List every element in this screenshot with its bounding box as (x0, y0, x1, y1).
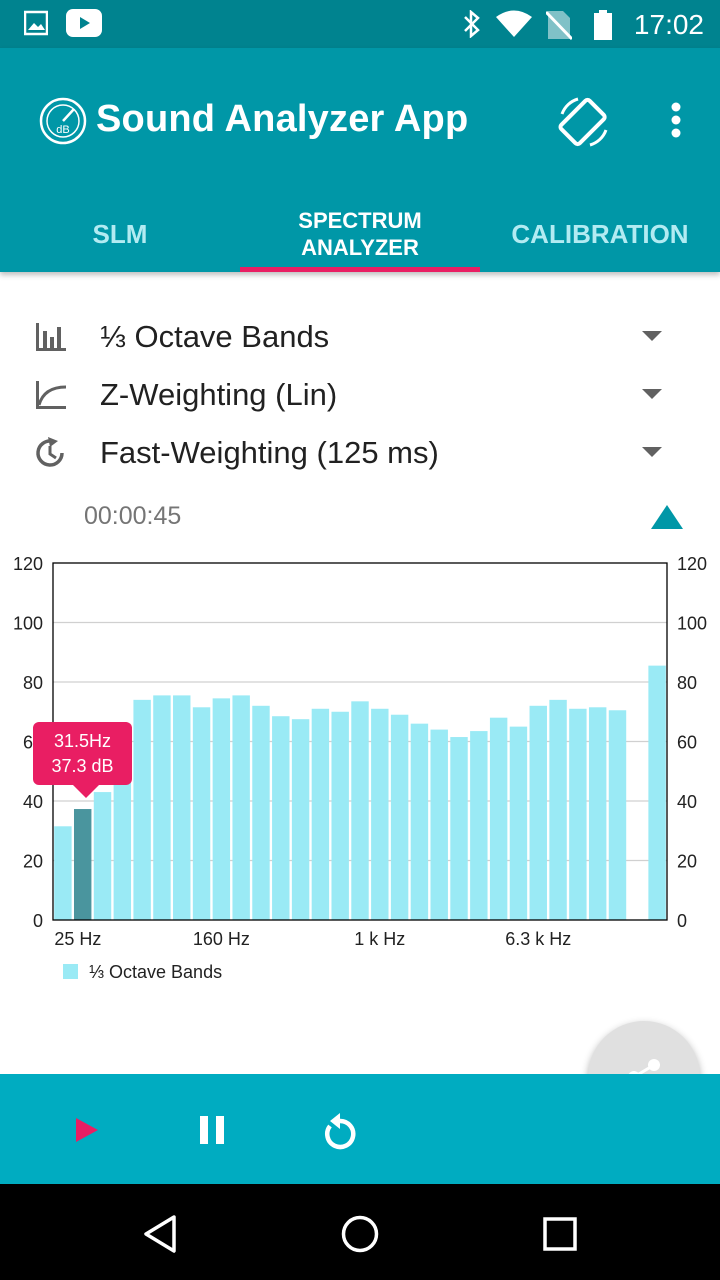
y-tick-label-right: 20 (677, 852, 697, 872)
home-icon[interactable] (340, 1214, 380, 1254)
spectrum-bar[interactable] (569, 708, 587, 920)
recents-icon[interactable] (542, 1214, 578, 1254)
x-tick-label: 25 Hz (54, 929, 101, 949)
spectrum-bar[interactable] (390, 714, 409, 920)
playback-controls (0, 1074, 720, 1184)
y-tick-label-right: 0 (677, 911, 687, 931)
spectrum-bar[interactable] (331, 711, 349, 920)
spectrum-bar[interactable] (173, 695, 191, 920)
back-icon[interactable] (140, 1214, 180, 1254)
spectrum-bar[interactable] (54, 826, 72, 920)
spectrum-bar[interactable] (153, 695, 171, 920)
app-title: Sound Analyzer App (96, 98, 469, 140)
y-tick-label-right: 80 (677, 673, 697, 693)
image-icon (24, 10, 48, 36)
y-tick-label-left: 80 (23, 673, 43, 693)
spectrum-bar[interactable] (529, 705, 547, 920)
bar-chart-icon (36, 323, 66, 351)
spectrum-bar[interactable] (371, 708, 389, 920)
frequency-weighting-label: Z-Weighting (Lin) (100, 377, 338, 412)
wifi-icon (496, 10, 532, 37)
y-tick-label-right: 60 (677, 733, 697, 753)
replay-icon[interactable] (320, 1110, 360, 1154)
y-tick-label-left: 20 (23, 852, 43, 872)
spectrum-bar[interactable] (133, 699, 151, 920)
tab-calibration[interactable]: CALIBRATION (511, 218, 689, 249)
x-tick-label: 160 Hz (193, 929, 250, 949)
battery-icon (594, 10, 612, 40)
y-tick-label-left: 40 (23, 792, 43, 812)
collapse-triangle-icon[interactable] (650, 504, 684, 530)
bar-tooltip: 31.5Hz 37.3 dB (33, 722, 132, 798)
band-label: ⅓ Octave Bands (100, 319, 330, 354)
spectrum-bar[interactable] (93, 792, 112, 920)
spectrum-bar[interactable] (588, 707, 607, 920)
y-tick-label-right: 100 (677, 614, 707, 634)
logo-text: dB (56, 124, 69, 136)
pause-icon[interactable] (196, 1110, 228, 1150)
spectrum-bar[interactable] (648, 665, 666, 920)
tooltip-frequency: 31.5Hz (53, 731, 112, 751)
more-vert-icon[interactable] (664, 102, 688, 138)
time-weighting-caret-icon[interactable] (642, 447, 662, 457)
screen-rotation-icon[interactable] (556, 94, 612, 150)
spectrum-bar[interactable] (113, 759, 132, 920)
spectrum-bar[interactable] (291, 719, 310, 920)
frequency-weighting-selector[interactable]: Z-Weighting (Lin) (0, 367, 720, 423)
spectrum-bar[interactable] (212, 698, 231, 920)
x-tick-label: 1 k Hz (354, 929, 405, 949)
spectrum-bar[interactable] (192, 707, 211, 920)
play-icon[interactable] (72, 1110, 102, 1150)
y-tick-label-left: 120 (13, 554, 43, 574)
spectrum-bar[interactable] (608, 710, 627, 920)
app-bar: dB Sound Analyzer App SLM SPECTRUM ANALY… (0, 48, 720, 272)
bluetooth-icon (464, 10, 480, 38)
clock: 17:02 (633, 9, 704, 40)
history-icon (36, 437, 64, 467)
band-selector[interactable]: ⅓ Octave Bands (0, 309, 720, 365)
spectrum-bar[interactable] (252, 705, 270, 920)
tab-spectrum-analyzer[interactable]: SPECTRUM ANALYZER (298, 208, 422, 260)
spectrum-bar[interactable] (549, 699, 567, 920)
spectrum-bar[interactable] (272, 716, 290, 920)
band-dropdown-caret-icon[interactable] (642, 331, 662, 341)
legend-swatch (63, 964, 78, 979)
time-weighting-label: Fast-Weighting (125 ms) (100, 435, 439, 470)
navigation-bar (0, 1184, 720, 1280)
frequency-weighting-caret-icon[interactable] (642, 389, 662, 399)
app-logo-icon: dB (39, 97, 87, 145)
spectrum-bar[interactable] (73, 809, 92, 920)
time-weighting-selector[interactable]: Fast-Weighting (125 ms) (0, 425, 720, 481)
legend-label: ⅓ Octave Bands (89, 962, 222, 982)
spectrum-bar[interactable] (232, 695, 250, 920)
no-sim-icon (546, 10, 572, 40)
spectrum-bar[interactable] (430, 729, 448, 920)
tooltip-level: 37.3 dB (51, 756, 114, 776)
y-tick-label-left: 100 (13, 614, 43, 634)
tab-slm[interactable]: SLM (92, 218, 148, 249)
spectrum-bar[interactable] (509, 726, 528, 920)
y-tick-label-right: 120 (677, 554, 707, 574)
curve-icon (36, 381, 67, 409)
spectrum-bar[interactable] (311, 708, 330, 920)
youtube-icon (66, 9, 102, 37)
y-tick-label-left: 0 (33, 911, 43, 931)
y-tick-label-right: 40 (677, 792, 697, 812)
spectrum-bar[interactable] (351, 701, 369, 920)
spectrum-bar[interactable] (470, 731, 488, 920)
spectrum-bar[interactable] (489, 717, 508, 920)
spectrum-bar[interactable] (410, 723, 429, 920)
elapsed-time: 00:00:45 (84, 502, 182, 530)
status-bar: 17:02 (0, 0, 720, 48)
x-tick-label: 6.3 k Hz (505, 929, 571, 949)
spectrum-bar[interactable] (450, 737, 468, 920)
tab-indicator (240, 267, 480, 272)
